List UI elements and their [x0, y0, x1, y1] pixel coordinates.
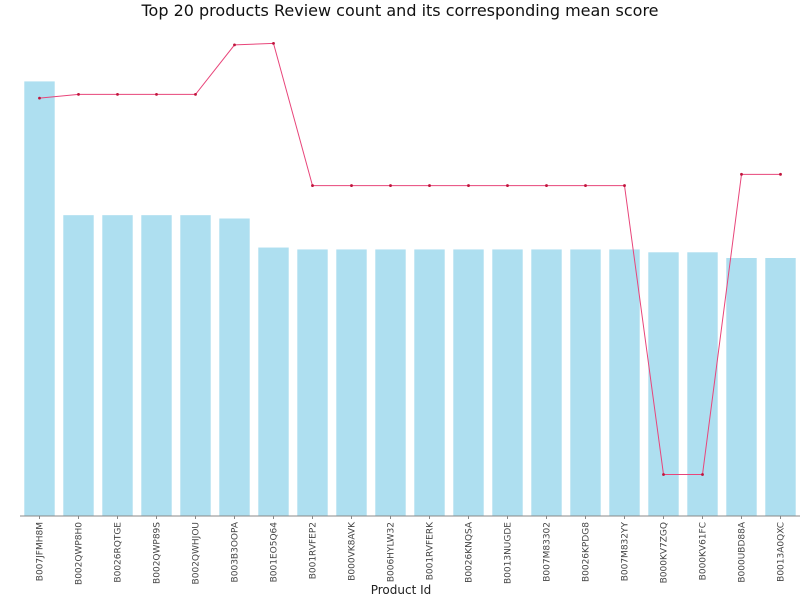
mean-score-point-B001EO5Q64	[272, 41, 275, 45]
mean-score-point-B000VK8AVK	[350, 184, 353, 187]
bar-B000KV7ZGQ	[648, 252, 679, 517]
mean-score-point-B007M83302	[545, 184, 548, 187]
mean-score-point-B000KV7ZGQ	[662, 473, 665, 476]
x-tick-label: B000UBD88A	[738, 521, 748, 582]
bar-B000KV61FC	[687, 252, 718, 517]
x-axis-label: Product Id	[371, 583, 432, 597]
mean-score-point-B002QWHJOU	[194, 93, 197, 96]
mean-score-series	[38, 41, 782, 476]
bar-B0026KNQSA	[453, 249, 484, 516]
x-tick-label: B001EO5Q64	[270, 522, 280, 583]
bar-B001RVFERK	[414, 249, 445, 516]
x-tick-label: B0013A0QXC	[777, 522, 787, 582]
bar-B0013A0QXC	[765, 258, 796, 516]
x-tick-label: B006HYLW32	[387, 522, 397, 582]
bar-B001RVFEP2	[297, 249, 328, 516]
x-tick-label: B0026KNQSA	[465, 521, 475, 583]
mean-score-point-B0026KPDG8	[584, 184, 587, 187]
chart-title: Top 20 products Review count and its cor…	[141, 1, 659, 20]
x-tick-label: B007M83302	[543, 522, 553, 582]
x-tick-label: B000KV61FC	[699, 522, 709, 580]
mean-score-point-B000KV61FC	[701, 473, 704, 476]
bar-B001EO5Q64	[258, 247, 289, 517]
x-tick-label: B002QWP8H0	[75, 522, 85, 585]
mean-score-point-B0013A0QXC	[779, 172, 782, 176]
x-tick-label: B0013NUGDE	[504, 522, 514, 584]
x-tick-label: B001RVFERK	[426, 521, 436, 580]
x-tick-label: B002QWP89S	[153, 522, 163, 584]
x-tick-labels: B007JFMH8M B002QWP8H0 B0026RQTGE B002QWP89S…	[36, 516, 787, 585]
mean-score-point-B006HYLW32	[389, 184, 392, 187]
x-tick-label: B000KV7ZGQ	[660, 522, 670, 583]
bar-B007M832YY	[609, 249, 640, 516]
x-tick-label: B007JFMH8M	[36, 522, 46, 581]
mean-score-point-B001RVFERK	[428, 184, 431, 187]
mean-score-point-B002QWP89S	[155, 93, 158, 96]
bar-B0013NUGDE	[492, 249, 523, 516]
bar-B007JFMH8M	[24, 81, 55, 516]
mean-score-point-B007M832YY	[623, 184, 626, 187]
bar-B000UBD88A	[726, 258, 757, 516]
bar-series	[24, 81, 796, 517]
x-tick-label: B0026KPDG8	[582, 522, 592, 582]
x-tick-label: B002QWHJOU	[192, 522, 202, 584]
mean-score-point-B003B3OOPA	[233, 43, 236, 47]
bar-B0026RQTGE	[102, 215, 133, 517]
mean-score-point-B007JFMH8M	[38, 96, 41, 100]
x-tick-label: B003B3OOPA	[231, 521, 241, 582]
mean-score-point-B001RVFEP2	[311, 184, 314, 187]
mean-score-line	[39, 42, 781, 475]
bar-B002QWP8H0	[63, 215, 94, 517]
mean-score-point-B000UBD88A	[740, 172, 743, 176]
bar-B000VK8AVK	[336, 249, 367, 516]
mean-score-point-B0026RQTGE	[116, 93, 119, 96]
mean-score-point-B002QWP8H0	[77, 93, 80, 96]
bar-B007M83302	[531, 249, 562, 516]
mean-score-point-B0013NUGDE	[506, 184, 509, 187]
bar-B002QWHJOU	[180, 215, 211, 517]
x-tick-label: B007M832YY	[621, 522, 631, 582]
bar-B006HYLW32	[375, 249, 406, 516]
x-tick-label: B000VK8AVK	[348, 521, 358, 581]
bar-B002QWP89S	[141, 215, 172, 517]
bar-B0026KPDG8	[570, 249, 601, 516]
x-tick-label: B001RVFEP2	[309, 522, 319, 579]
mean-score-point-B0026KNQSA	[467, 184, 470, 187]
x-tick-label: B0026RQTGE	[114, 522, 124, 583]
bar-B003B3OOPA	[219, 218, 250, 516]
